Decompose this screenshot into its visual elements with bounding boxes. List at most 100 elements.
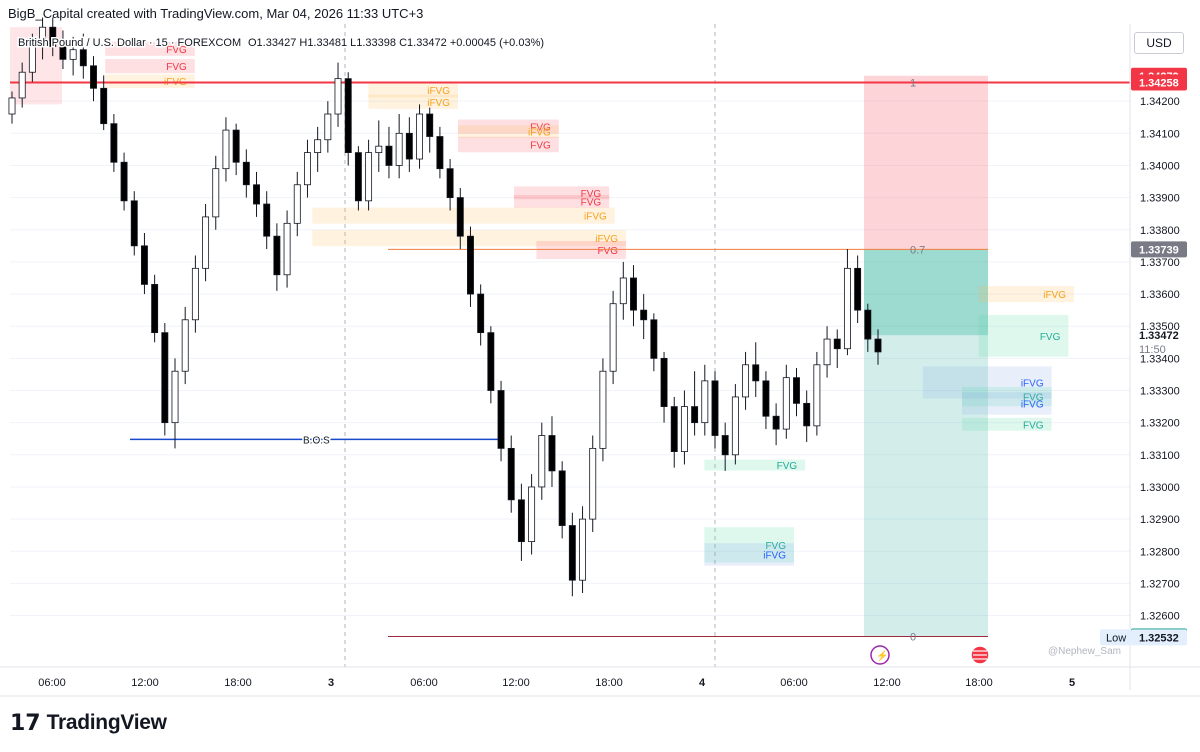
candle-body — [599, 370, 607, 449]
fvg-label: FVG — [166, 62, 187, 73]
low-tag-badge — [1100, 629, 1131, 646]
price-label-text: 1.34258 — [1139, 78, 1179, 90]
open-profit-zone — [864, 249, 988, 336]
price-tick-label: 1.33500 — [1140, 321, 1180, 333]
candle-body — [548, 435, 556, 472]
time-tick-label: 12:00 — [873, 677, 901, 689]
price-tick-label: 1.32900 — [1140, 514, 1180, 526]
fvg-zone — [105, 59, 195, 74]
low-tag-label: Low — [1106, 632, 1126, 644]
author-watermark: @Nephew_Sam — [1048, 646, 1121, 657]
candle-body — [39, 26, 47, 44]
fvg-zone — [458, 136, 559, 153]
fvg-label: FVG — [1023, 393, 1044, 404]
candle-body — [864, 309, 872, 340]
candle-body — [517, 499, 525, 543]
ohlc-legend: O1.33427 H1.33481 L1.33398 C1.33472 +0.0… — [248, 37, 544, 49]
time-tick-label: 12:00 — [131, 677, 159, 689]
fvg-zone — [105, 41, 195, 56]
fvg-zone — [368, 94, 458, 109]
candle-body — [314, 139, 322, 154]
fvg-label: iFVG — [1021, 378, 1044, 389]
candle-body — [395, 132, 403, 166]
candle-body — [120, 161, 128, 202]
fvg-zone — [962, 386, 1052, 407]
candle-body — [273, 235, 281, 276]
time-tick-label: 4 — [699, 677, 706, 689]
fvg-label: FVG — [1023, 420, 1044, 431]
candle-body — [110, 123, 118, 163]
fvg-zone — [962, 392, 1052, 415]
candle-body — [843, 267, 851, 350]
candle-body — [650, 319, 658, 359]
fvg-label: iFVG — [427, 86, 450, 97]
currency-selector[interactable]: USD — [1134, 32, 1184, 54]
lightning-event-icon — [870, 645, 890, 665]
candle-body — [731, 396, 739, 456]
candle-body — [304, 152, 311, 186]
candle-body — [405, 132, 413, 160]
price-tick-label: 1.32600 — [1140, 611, 1180, 623]
fvg-label: FVG — [530, 123, 551, 134]
time-tick-label: 06:00 — [780, 677, 808, 689]
time-tick-label: 06:00 — [410, 677, 438, 689]
fvg-zone — [704, 543, 794, 566]
candle-body — [354, 152, 362, 202]
price-label-badge — [1131, 241, 1187, 258]
time-tick-label: 5 — [1069, 677, 1075, 689]
time-tick-label: 18:00 — [595, 677, 623, 689]
candle-body — [538, 435, 546, 488]
fvg-zone — [458, 125, 559, 139]
candle-body — [803, 402, 811, 427]
candle-body — [874, 338, 882, 353]
price-tick-label: 1.33000 — [1140, 482, 1180, 494]
fvg-label: FVG — [597, 246, 618, 257]
candle-body — [375, 145, 383, 153]
fvg-label: FVG — [530, 141, 551, 152]
fvg-zone — [514, 195, 610, 208]
fvg-label: iFVG — [1021, 399, 1044, 410]
candle-body — [293, 184, 301, 224]
price-tick-label: 1.33700 — [1140, 257, 1180, 269]
candle-body — [263, 203, 271, 237]
price-tick-label: 1.33800 — [1140, 225, 1180, 237]
candle-body — [334, 78, 342, 115]
fvg-zone — [962, 417, 1052, 431]
price-label-text: 1.32532 — [1139, 632, 1179, 644]
candle-body — [487, 332, 495, 391]
candle-body — [181, 319, 189, 372]
candle-body — [416, 113, 423, 160]
fvg-label: iFVG — [584, 212, 607, 223]
candle-body — [253, 184, 260, 205]
candle-body — [477, 293, 485, 334]
candle-body — [151, 284, 159, 334]
tradingview-logo-icon: 17 — [10, 710, 41, 736]
candle-body — [100, 87, 108, 125]
candle-body — [283, 222, 291, 276]
candle-body — [579, 518, 586, 581]
bar-countdown-label: 11:50 — [1139, 344, 1166, 356]
candle-body — [752, 364, 760, 382]
candle-body — [813, 364, 821, 427]
chart-attribution: BigB_Capital created with TradingView.co… — [8, 6, 424, 21]
fvg-zone — [536, 241, 626, 260]
candle-body — [558, 470, 566, 526]
tradingview-brand: TradingView — [46, 711, 167, 734]
time-tick-label: 18:00 — [224, 677, 252, 689]
candle-body — [691, 406, 699, 424]
fvg-zone — [978, 314, 1069, 357]
candle-body — [823, 338, 831, 366]
candle-body — [222, 129, 230, 170]
candle-body — [242, 161, 250, 186]
candle-body — [130, 200, 138, 247]
candle-body — [232, 129, 240, 163]
candle-body — [589, 447, 597, 520]
price-tick-label: 1.33300 — [1140, 386, 1180, 398]
price-label-badge — [1131, 74, 1187, 91]
candle-body — [467, 235, 474, 295]
fvg-label: iFVG — [427, 98, 450, 109]
candle-body — [90, 65, 97, 89]
fvg-zone — [922, 366, 1052, 399]
fvg-zone — [514, 186, 610, 200]
